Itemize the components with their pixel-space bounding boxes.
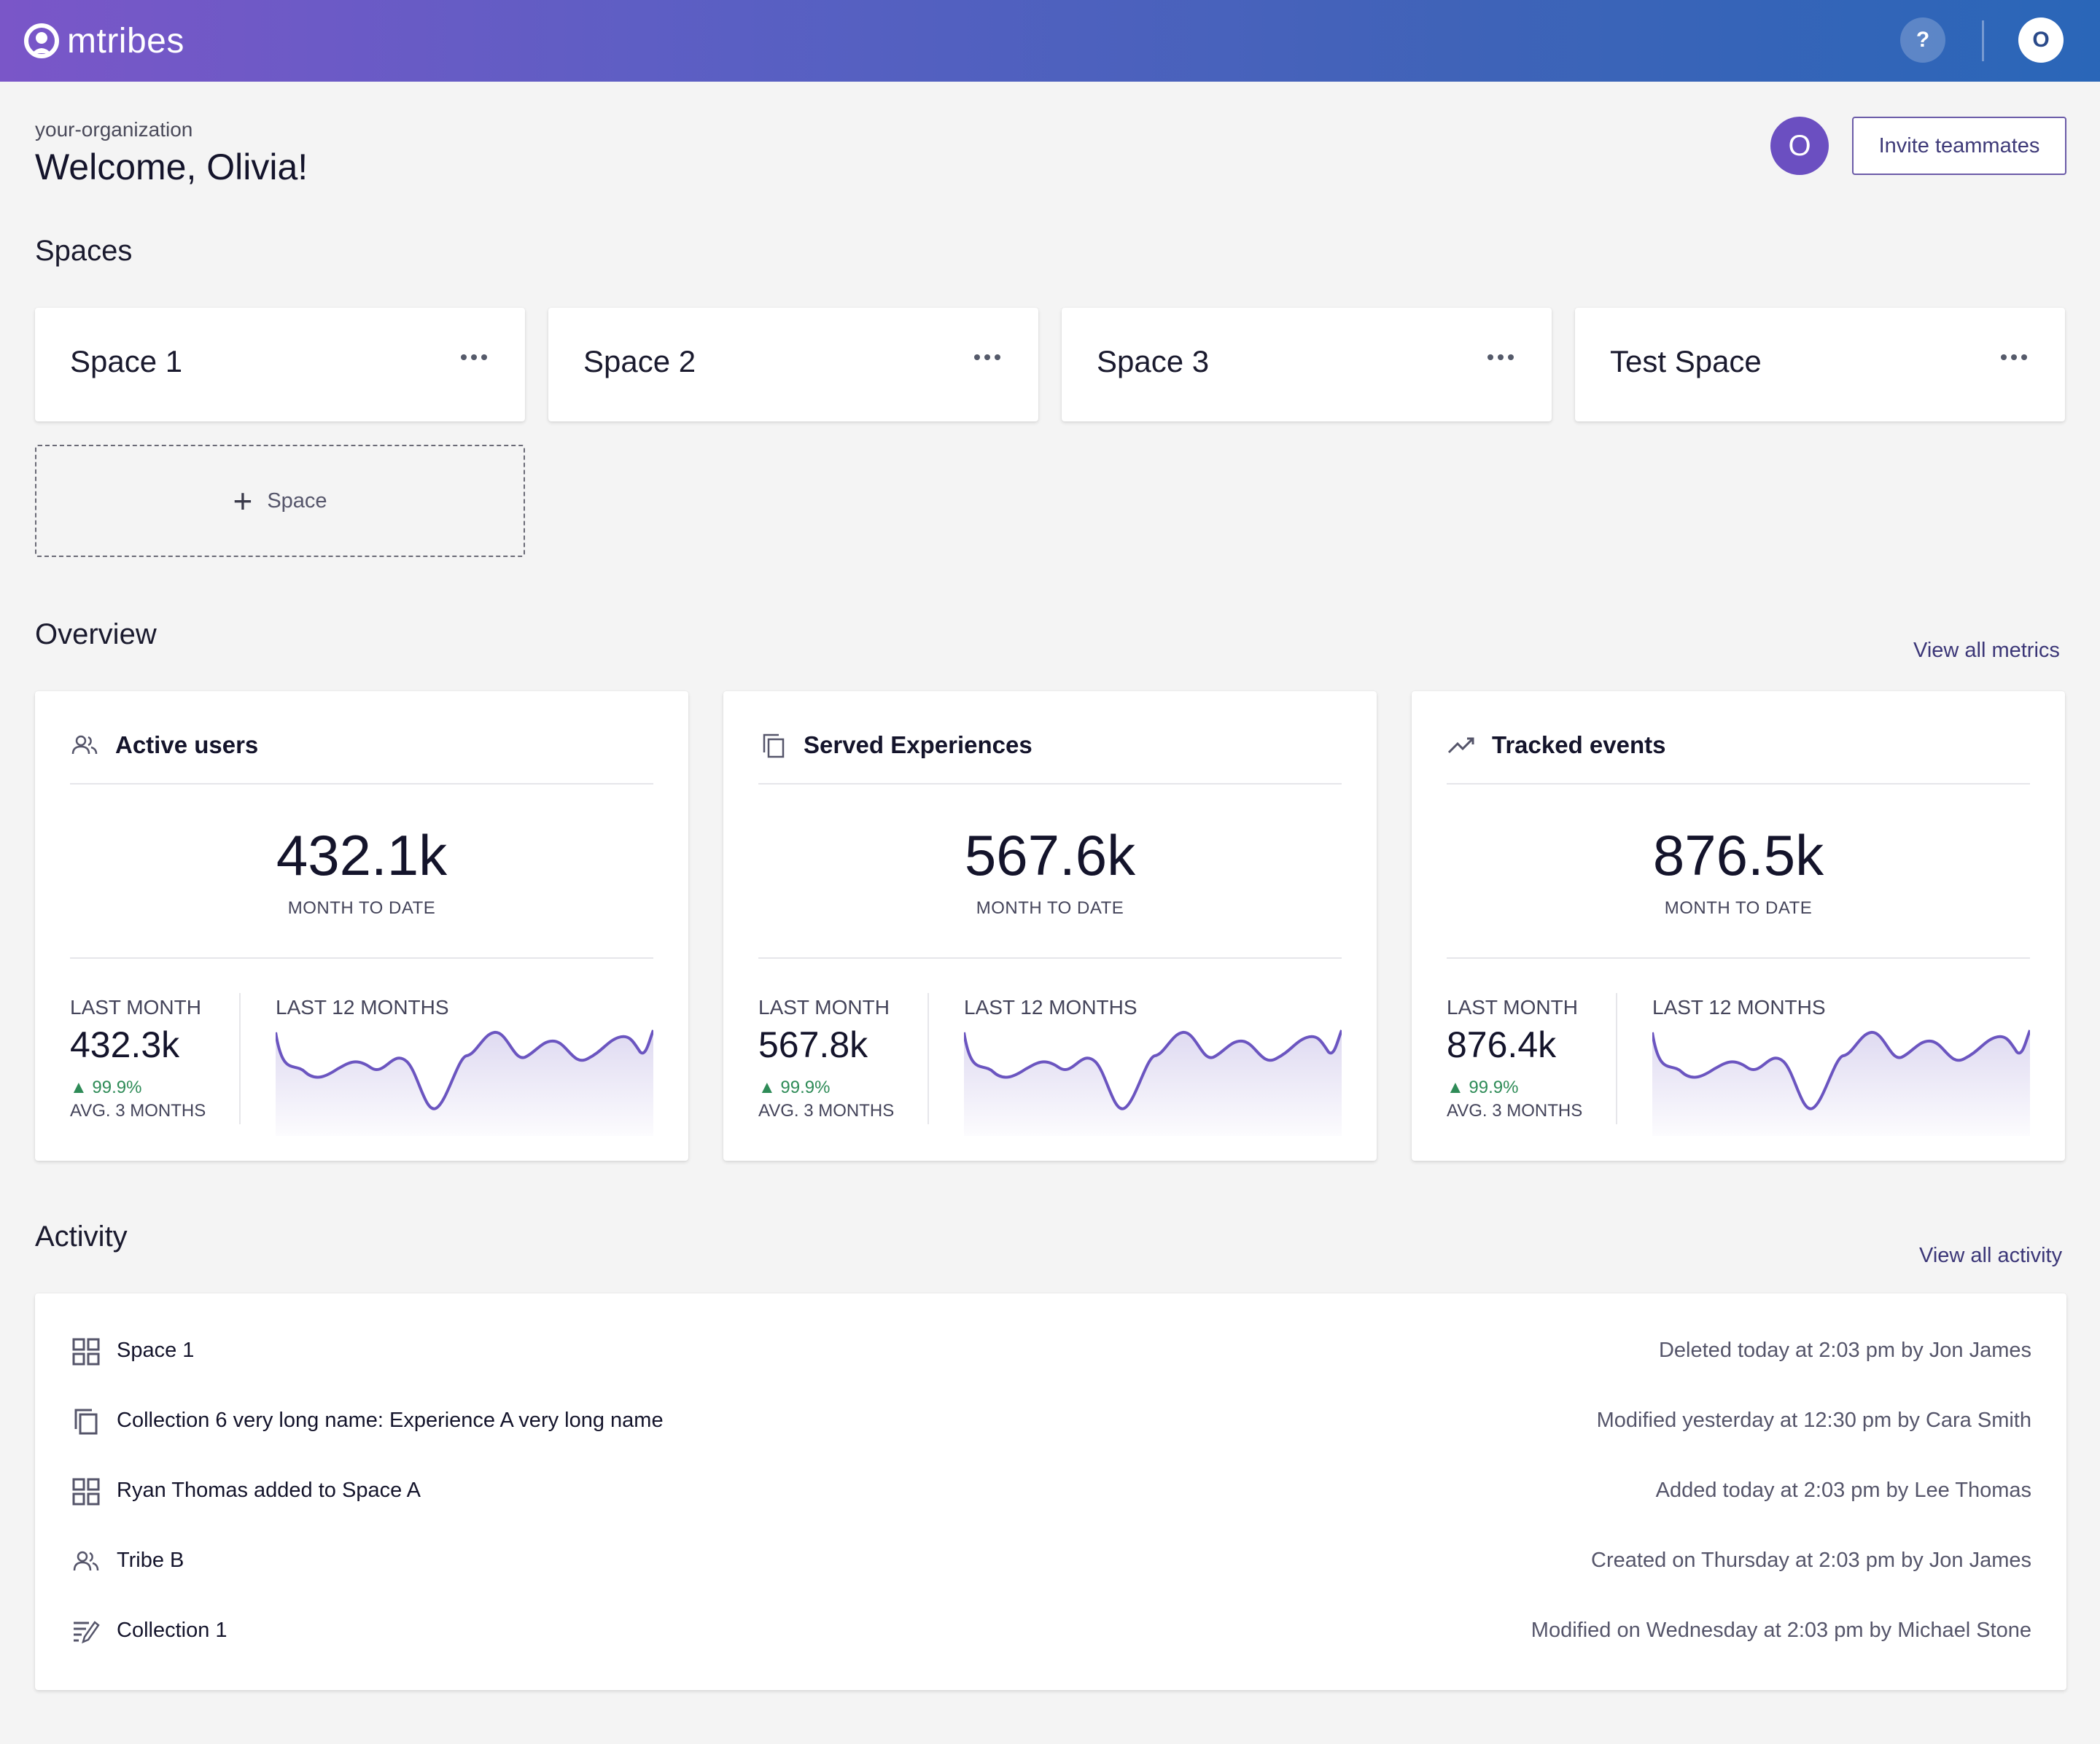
delta-value: 99.9% — [780, 1078, 831, 1097]
metric-value: 432.1k — [276, 823, 448, 887]
activity-name: Tribe B — [117, 1549, 184, 1572]
delta-value: 99.9% — [1469, 1078, 1519, 1097]
sparkline-chart — [276, 1029, 653, 1136]
welcome-heading: Welcome, Olivia! — [35, 147, 308, 187]
list-item[interactable]: Ryan Thomas added to Space A Added today… — [35, 1470, 2066, 1514]
divider — [70, 783, 653, 785]
add-space-button[interactable]: + Space — [35, 445, 525, 557]
space-name: Test Space — [1610, 344, 1762, 378]
divider — [758, 957, 1342, 959]
grid-icon — [72, 1338, 100, 1366]
add-space-label: Space — [267, 488, 327, 513]
last-month-label: LAST MONTH — [70, 996, 201, 1019]
metric-value: 567.6k — [964, 823, 1136, 887]
metric-card-tracked-events: Tracked events 876.5k MONTH TO DATE LAST… — [1412, 691, 2065, 1161]
last-month-value: 567.8k — [758, 1024, 868, 1065]
activity-meta: Created on Thursday at 2:03 pm by Jon Ja… — [1591, 1549, 2031, 1572]
metric-card-served-experiences: Served Experiences 567.6k MONTH TO DATE … — [723, 691, 1377, 1161]
space-name: Space 2 — [583, 344, 696, 378]
view-all-activity-link[interactable]: View all activity — [1919, 1244, 2063, 1267]
overview-title: Overview — [35, 618, 157, 650]
last-12-months-label: LAST 12 MONTHS — [964, 996, 1138, 1019]
last-month-label: LAST MONTH — [758, 996, 890, 1019]
top-bar: mtribes ? O — [0, 0, 2100, 82]
divider — [1447, 957, 2030, 959]
mtribes-logo-icon — [24, 23, 59, 58]
last-month-value: 876.4k — [1447, 1024, 1557, 1065]
activity-meta: Deleted today at 2:03 pm by Jon James — [1658, 1339, 2031, 1362]
space-card[interactable]: Space 2 — [548, 308, 1038, 421]
avg-label: AVG. 3 MONTHS — [70, 1101, 206, 1121]
activity-name: Ryan Thomas added to Space A — [117, 1479, 421, 1502]
copy-icon — [763, 733, 785, 758]
view-all-metrics-link[interactable]: View all metrics — [1913, 639, 2060, 662]
avg-label: AVG. 3 MONTHS — [758, 1101, 895, 1121]
metric-title: Active users — [115, 731, 259, 758]
more-options-icon[interactable] — [461, 353, 487, 362]
more-options-icon[interactable] — [1488, 353, 1514, 362]
edit-list-icon — [74, 1621, 100, 1644]
avatar[interactable]: O — [1770, 117, 1829, 175]
list-item[interactable]: Collection 1 Modified on Wednesday at 2:… — [35, 1610, 2066, 1654]
delta-indicator: ▲ 99.9% — [1447, 1078, 1519, 1097]
metric-value: 876.5k — [1652, 823, 1824, 887]
copy-icon — [74, 1409, 98, 1435]
divider — [1447, 783, 2030, 785]
users-icon — [71, 735, 98, 755]
more-options-icon[interactable] — [2001, 353, 2027, 362]
help-button[interactable]: ? — [1900, 17, 1945, 63]
spaces-title: Spaces — [35, 235, 133, 267]
activity-meta: Modified on Wednesday at 2:03 pm by Mich… — [1531, 1619, 2031, 1642]
last-12-months-label: LAST 12 MONTHS — [276, 996, 449, 1019]
list-item[interactable]: Collection 6 very long name: Experience … — [35, 1400, 2066, 1444]
metric-title: Served Experiences — [804, 731, 1032, 758]
metric-card-active-users: Active users 432.1k MONTH TO DATE LAST M… — [35, 691, 688, 1161]
header-divider — [1982, 20, 1984, 61]
space-card[interactable]: Space 1 — [35, 308, 525, 421]
divider — [758, 783, 1342, 785]
logo-text: mtribes — [67, 21, 184, 61]
avg-label: AVG. 3 MONTHS — [1447, 1101, 1583, 1121]
delta-indicator: ▲ 99.9% — [758, 1078, 831, 1097]
activity-meta: Modified yesterday at 12:30 pm by Cara S… — [1596, 1409, 2031, 1432]
delta-value: 99.9% — [92, 1078, 142, 1097]
delta-indicator: ▲ 99.9% — [70, 1078, 142, 1097]
invite-teammates-button[interactable]: Invite teammates — [1852, 117, 2066, 175]
space-name: Space 3 — [1097, 344, 1210, 378]
last-month-value: 432.3k — [70, 1024, 180, 1065]
metric-value-label: MONTH TO DATE — [976, 898, 1124, 918]
list-item[interactable]: Tribe B Created on Thursday at 2:03 pm b… — [35, 1540, 2066, 1584]
sparkline-chart — [1652, 1029, 2030, 1136]
last-month-label: LAST MONTH — [1447, 996, 1578, 1019]
last-12-months-label: LAST 12 MONTHS — [1652, 996, 1826, 1019]
grid-icon — [72, 1478, 100, 1506]
plus-icon: + — [233, 482, 253, 520]
activity-title: Activity — [35, 1221, 128, 1253]
sparkline-chart — [964, 1029, 1342, 1136]
space-card[interactable]: Test Space — [1575, 308, 2065, 421]
divider — [70, 957, 653, 959]
activity-name: Collection 6 very long name: Experience … — [117, 1409, 664, 1432]
metric-value-label: MONTH TO DATE — [287, 898, 436, 918]
divider — [239, 993, 241, 1124]
more-options-icon[interactable] — [974, 353, 1000, 362]
space-card[interactable]: Space 3 — [1062, 308, 1552, 421]
divider — [1616, 993, 1617, 1124]
users-icon — [73, 1551, 99, 1571]
metric-value-label: MONTH TO DATE — [1664, 898, 1813, 918]
divider — [928, 993, 929, 1124]
trend-icon — [1447, 737, 1474, 754]
metric-title: Tracked events — [1492, 731, 1666, 758]
space-name: Space 1 — [70, 344, 183, 378]
activity-name: Space 1 — [117, 1339, 195, 1362]
activity-name: Collection 1 — [117, 1619, 228, 1642]
list-item[interactable]: Space 1 Deleted today at 2:03 pm by Jon … — [35, 1330, 2066, 1374]
organization-name: your-organization — [35, 118, 193, 141]
user-menu-button[interactable]: O — [2018, 17, 2064, 63]
logo[interactable]: mtribes — [22, 16, 184, 66]
activity-list: Space 1 Deleted today at 2:03 pm by Jon … — [35, 1293, 2066, 1690]
activity-meta: Added today at 2:03 pm by Lee Thomas — [1655, 1479, 2031, 1502]
